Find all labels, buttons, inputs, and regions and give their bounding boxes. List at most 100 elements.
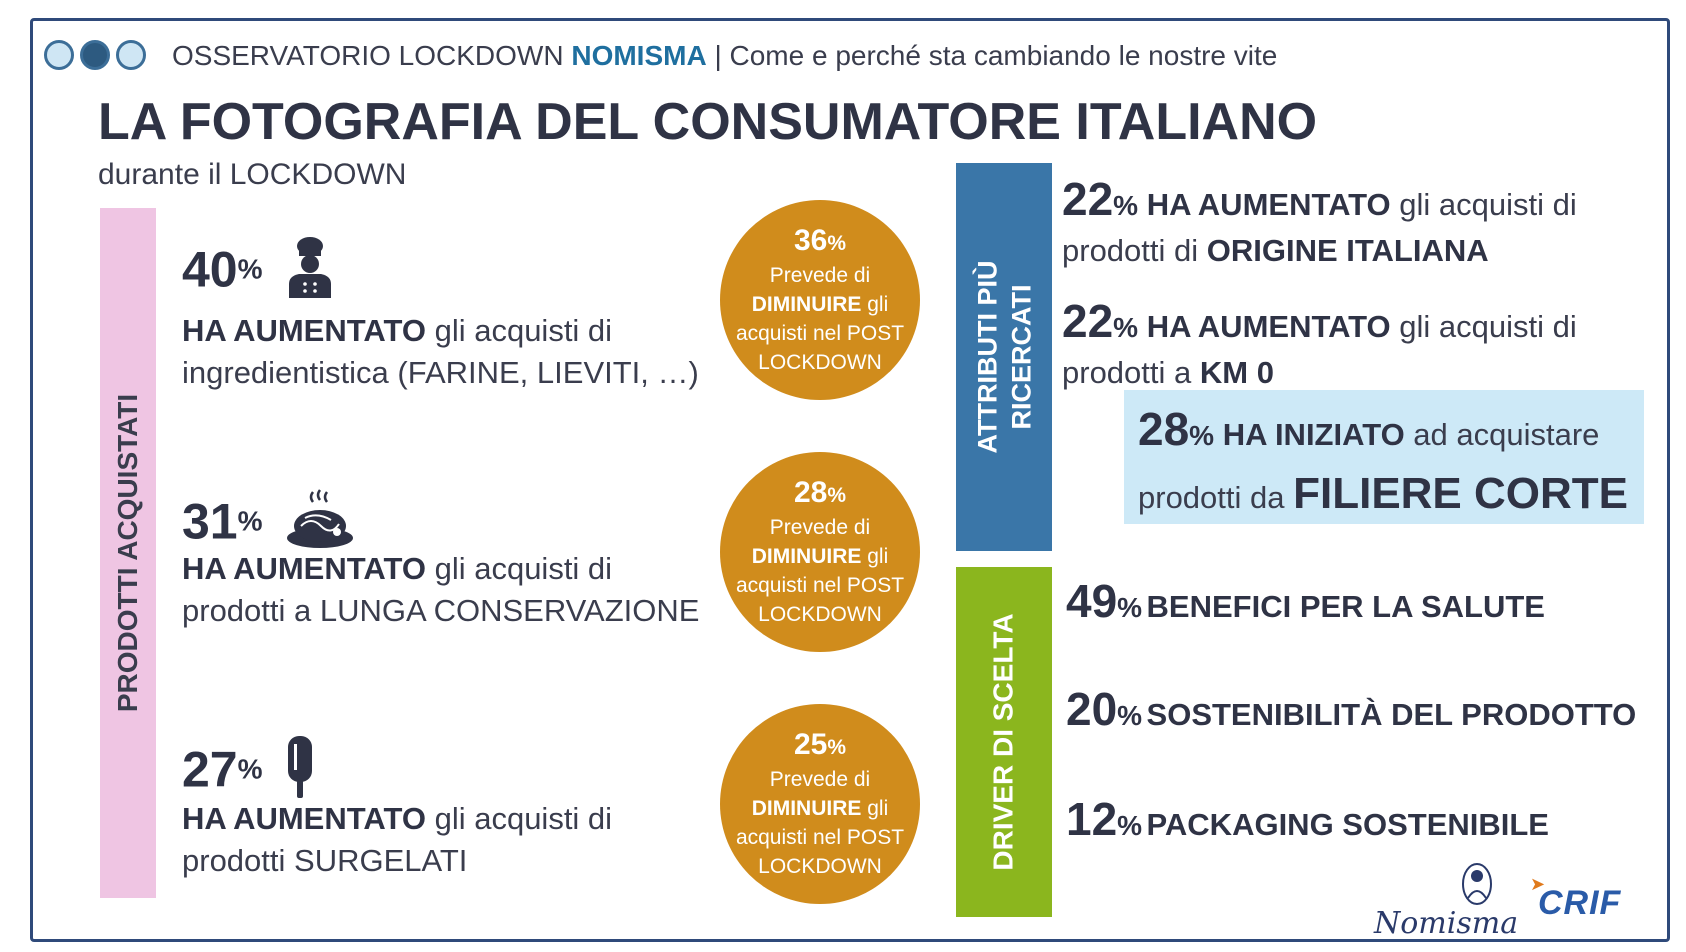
circle-line1: Prevede di (769, 767, 871, 791)
driver-value: 12 (1066, 793, 1118, 845)
crif-wordmark: CRIF (1538, 884, 1622, 922)
hl-value: 28 (1138, 403, 1190, 455)
page-title: LA FOTOGRAFIA DEL CONSUMATORE ITALIANO (98, 93, 1318, 151)
stat-long-conservation: 31% (182, 488, 355, 555)
drivers-label-bar: DRIVER DI SCELTA (956, 567, 1052, 917)
stat-value: 31 (182, 493, 238, 550)
crif-logo: ➤ CRIF (1530, 874, 1622, 923)
circle-unit: % (827, 483, 847, 507)
hl-unit: % (1189, 420, 1215, 451)
driver-label: BENEFICI PER LA SALUTE (1146, 589, 1545, 624)
stat-unit: % (237, 505, 263, 537)
observatory-header: OSSERVATORIO LOCKDOWN NOMISMA | Come e p… (172, 40, 1277, 72)
stat-text: gli acquisti di (425, 313, 613, 348)
org-brand: NOMISMA (571, 40, 707, 71)
dot-icon (44, 40, 74, 70)
circle-value: 25 (793, 727, 828, 761)
highlight-box (1124, 390, 1644, 524)
circle-line3: acquisti nel POST (735, 825, 905, 849)
circle-line4: LOCKDOWN (758, 854, 882, 878)
driver-value: 20 (1066, 683, 1118, 735)
circle-line2: gli (861, 292, 889, 316)
attributes-label-line1: ATTRIBUTI PIÙ (972, 260, 1003, 454)
circle-bold: DIMINUIRE (751, 292, 862, 316)
products-label-bar: PRODOTTI ACQUISTATI (100, 208, 156, 898)
driver-packaging: 12% PACKAGING SOSTENIBILE (1066, 792, 1549, 846)
attributes-label: ATTRIBUTI PIÙ RICERCATI (970, 261, 1038, 454)
highlight-short-chain: 28% HA INIZIATO ad acquistare prodotti d… (1138, 400, 1628, 527)
driver-health: 49% BENEFICI PER LA SALUTE (1066, 574, 1545, 628)
circle-line2: gli (861, 796, 889, 820)
forecast-circle: 28% Prevede di DIMINUIRE gli acquisti ne… (720, 452, 920, 652)
forecast-circle: 36% Prevede di DIMINUIRE gli acquisti ne… (720, 200, 920, 400)
driver-label: PACKAGING SOSTENIBILE (1146, 807, 1549, 842)
forecast-circle: 25% Prevede di DIMINUIRE gli acquisti ne… (720, 704, 920, 904)
nomisma-logo: Nomisma (1374, 858, 1518, 941)
products-label: PRODOTTI ACQUISTATI (112, 393, 144, 713)
attr-value: 22 (1062, 295, 1114, 347)
stat-frozen-line2: prodotti SURGELATI (182, 843, 468, 878)
circle-line3: acquisti nel POST (735, 321, 905, 345)
circle-line1: Prevede di (769, 515, 871, 539)
popsicle-icon (285, 734, 315, 805)
stat-ingredients-line1: HA AUMENTATO gli acquisti di (182, 310, 612, 352)
driver-unit: % (1117, 810, 1143, 841)
stat-bold: HA AUMENTATO (182, 801, 426, 836)
attribute-km0-line1: 22% HA AUMENTATO gli acquisti di (1062, 298, 1577, 351)
driver-unit: % (1117, 700, 1143, 731)
attr-text: prodotti a (1062, 355, 1200, 390)
circle-line4: LOCKDOWN (758, 350, 882, 374)
spaghetti-plate-icon (285, 488, 355, 555)
hl-text: prodotti da (1138, 480, 1294, 515)
drivers-label: DRIVER DI SCELTA (988, 613, 1020, 871)
attr-text: gli acquisti di (1390, 187, 1577, 222)
circle-unit: % (827, 735, 847, 759)
hl-text: ad acquistare (1404, 417, 1600, 452)
crif-bird-icon: ➤ (1530, 874, 1547, 894)
stat-long-conservation-line1: HA AUMENTATO gli acquisti di (182, 548, 612, 590)
stat-text: gli acquisti di (425, 801, 613, 836)
hl-bold: FILIERE CORTE (1293, 469, 1629, 518)
stat-long-conservation-line2: prodotti a LUNGA CONSERVAZIONE (182, 593, 700, 628)
stat-value: 40 (182, 241, 238, 298)
stat-value: 27 (182, 741, 238, 798)
nomisma-seal-icon (1462, 863, 1492, 905)
attr-value: 22 (1062, 173, 1114, 225)
circle-value: 36 (793, 223, 828, 257)
attribute-origin-line2: prodotti di ORIGINE ITALIANA (1062, 228, 1489, 274)
attributes-label-bar: ATTRIBUTI PIÙ RICERCATI (956, 163, 1052, 551)
driver-sustainability: 20% SOSTENIBILITÀ DEL PRODOTTO (1066, 682, 1636, 736)
attr-bold: KM 0 (1199, 355, 1274, 390)
stat-bold: HA AUMENTATO (182, 313, 426, 348)
window-dots (44, 40, 146, 70)
stat-ingredients-line2: ingredientistica (FARINE, LIEVITI, …) (182, 355, 699, 390)
stat-text: gli acquisti di (425, 551, 613, 586)
attr-unit: % (1113, 312, 1139, 343)
attr-unit: % (1113, 190, 1139, 221)
driver-unit: % (1117, 592, 1143, 623)
stat-unit: % (237, 753, 263, 785)
circle-unit: % (827, 231, 847, 255)
circle-line3: acquisti nel POST (735, 573, 905, 597)
circle-line4: LOCKDOWN (758, 602, 882, 626)
driver-label: SOSTENIBILITÀ DEL PRODOTTO (1146, 697, 1637, 732)
attr-bold: HA AUMENTATO (1146, 309, 1391, 344)
infographic-frame (30, 18, 1670, 942)
attr-text: prodotti di (1062, 233, 1207, 268)
attribute-km0-line2: prodotti a KM 0 (1062, 350, 1274, 396)
stat-frozen: 27% (182, 734, 315, 805)
hl-bold: HA INIZIATO (1222, 417, 1405, 452)
attribute-origin-line1: 22% HA AUMENTATO gli acquisti di (1062, 176, 1577, 229)
nomisma-wordmark: Nomisma (1374, 906, 1519, 941)
dot-icon (116, 40, 146, 70)
stat-bold: HA AUMENTATO (182, 551, 426, 586)
stat-frozen-line1: HA AUMENTATO gli acquisti di (182, 798, 612, 840)
org-prefix: OSSERVATORIO LOCKDOWN (172, 40, 564, 71)
attributes-label-line2: RICERCATI (1006, 284, 1037, 430)
circle-value: 28 (793, 475, 828, 509)
attr-bold: HA AUMENTATO (1146, 187, 1391, 222)
tagline: | Come e perché sta cambiando le nostre … (714, 40, 1278, 71)
circle-line2: gli (861, 544, 889, 568)
chef-icon (285, 236, 335, 303)
circle-bold: DIMINUIRE (751, 544, 862, 568)
